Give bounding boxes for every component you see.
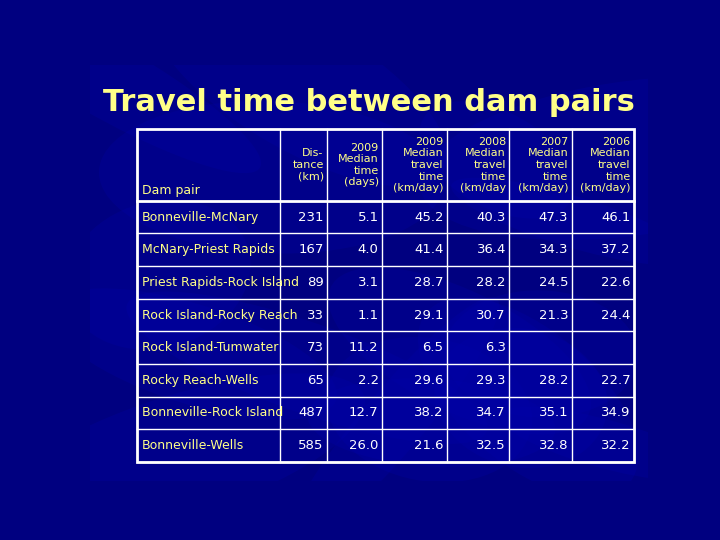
Text: 2008
Median
travel
time
(km/day: 2008 Median travel time (km/day <box>460 137 506 193</box>
Text: McNary-Priest Rapids: McNary-Priest Rapids <box>142 243 274 256</box>
Text: Dam pair: Dam pair <box>142 184 199 197</box>
Text: Rock Island-Rocky Reach: Rock Island-Rocky Reach <box>142 308 297 321</box>
Text: 6.3: 6.3 <box>485 341 506 354</box>
Text: 22.6: 22.6 <box>601 276 631 289</box>
Text: 36.4: 36.4 <box>477 243 506 256</box>
Text: 12.7: 12.7 <box>349 407 379 420</box>
Text: 28.2: 28.2 <box>477 276 506 289</box>
Ellipse shape <box>66 200 251 350</box>
Text: Priest Rapids-Rock Island: Priest Rapids-Rock Island <box>142 276 299 289</box>
Text: 585: 585 <box>298 439 324 452</box>
Text: 6.5: 6.5 <box>423 341 444 354</box>
Text: Dis-
tance
(km): Dis- tance (km) <box>292 148 324 181</box>
Ellipse shape <box>287 297 499 540</box>
Ellipse shape <box>418 298 639 497</box>
Ellipse shape <box>0 373 365 539</box>
Ellipse shape <box>419 101 574 219</box>
Text: 2009
Median
time
(days): 2009 Median time (days) <box>338 143 379 187</box>
Ellipse shape <box>99 101 444 254</box>
Text: Rock Island-Tumwater: Rock Island-Tumwater <box>142 341 278 354</box>
Text: 46.1: 46.1 <box>601 211 631 224</box>
Text: 35.1: 35.1 <box>539 407 568 420</box>
Text: 167: 167 <box>298 243 324 256</box>
Text: 24.4: 24.4 <box>601 308 631 321</box>
Text: 32.5: 32.5 <box>477 439 506 452</box>
Text: 28.7: 28.7 <box>414 276 444 289</box>
Ellipse shape <box>326 337 532 482</box>
Text: 231: 231 <box>298 211 324 224</box>
Text: 3.1: 3.1 <box>358 276 379 289</box>
Text: 41.4: 41.4 <box>414 243 444 256</box>
Text: 26.0: 26.0 <box>349 439 379 452</box>
Text: Rocky Reach-Wells: Rocky Reach-Wells <box>142 374 258 387</box>
Text: 1.1: 1.1 <box>358 308 379 321</box>
Text: Bonneville-McNary: Bonneville-McNary <box>142 211 259 224</box>
Text: 45.2: 45.2 <box>414 211 444 224</box>
Text: 21.3: 21.3 <box>539 308 568 321</box>
Text: 34.9: 34.9 <box>601 407 631 420</box>
Ellipse shape <box>444 291 638 417</box>
Ellipse shape <box>0 0 261 173</box>
Text: 34.7: 34.7 <box>477 407 506 420</box>
Text: 2009
Median
travel
time
(km/day): 2009 Median travel time (km/day) <box>393 137 444 193</box>
Text: 2007
Median
travel
time
(km/day): 2007 Median travel time (km/day) <box>518 137 568 193</box>
Text: 28.2: 28.2 <box>539 374 568 387</box>
Text: Bonneville-Wells: Bonneville-Wells <box>142 439 244 452</box>
Text: 32.2: 32.2 <box>601 439 631 452</box>
Text: 5.1: 5.1 <box>358 211 379 224</box>
Text: 2.2: 2.2 <box>358 374 379 387</box>
Ellipse shape <box>307 379 555 467</box>
Ellipse shape <box>434 328 608 468</box>
Ellipse shape <box>451 178 692 265</box>
Ellipse shape <box>127 292 487 444</box>
Text: 24.5: 24.5 <box>539 276 568 289</box>
Text: 32.8: 32.8 <box>539 439 568 452</box>
Text: Bonneville-Rock Island: Bonneville-Rock Island <box>142 407 283 420</box>
Text: 30.7: 30.7 <box>477 308 506 321</box>
Text: Travel time between dam pairs: Travel time between dam pairs <box>103 87 635 117</box>
Text: 40.3: 40.3 <box>477 211 506 224</box>
Text: 29.1: 29.1 <box>414 308 444 321</box>
Text: 65: 65 <box>307 374 324 387</box>
Text: 21.6: 21.6 <box>414 439 444 452</box>
Ellipse shape <box>48 288 337 420</box>
Text: 33: 33 <box>307 308 324 321</box>
Text: 487: 487 <box>299 407 324 420</box>
Text: 38.2: 38.2 <box>414 407 444 420</box>
Ellipse shape <box>328 267 591 435</box>
Text: 37.2: 37.2 <box>601 243 631 256</box>
Text: 47.3: 47.3 <box>539 211 568 224</box>
Text: 22.7: 22.7 <box>601 374 631 387</box>
Ellipse shape <box>150 0 448 186</box>
Ellipse shape <box>420 77 720 240</box>
Text: 89: 89 <box>307 276 324 289</box>
Text: 11.2: 11.2 <box>349 341 379 354</box>
Text: 4.0: 4.0 <box>358 243 379 256</box>
Text: 73: 73 <box>307 341 324 354</box>
Text: 29.6: 29.6 <box>414 374 444 387</box>
Text: 2006
Median
travel
time
(km/day): 2006 Median travel time (km/day) <box>580 137 631 193</box>
Text: 29.3: 29.3 <box>477 374 506 387</box>
Text: 34.3: 34.3 <box>539 243 568 256</box>
Ellipse shape <box>500 407 708 481</box>
Bar <box>138 129 634 462</box>
